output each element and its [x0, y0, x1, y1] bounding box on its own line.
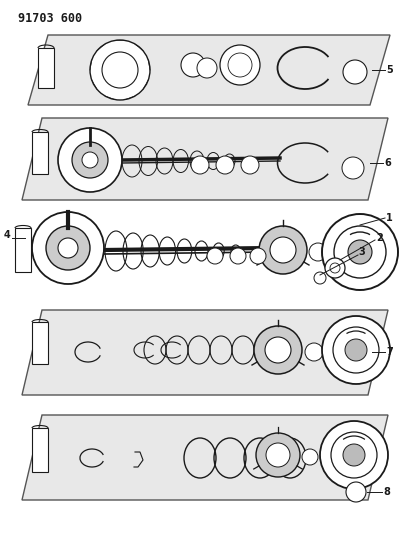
Bar	[32, 322, 48, 364]
Circle shape	[269, 237, 295, 263]
Circle shape	[196, 58, 217, 78]
Text: 3: 3	[357, 247, 364, 257]
Text: 2: 2	[375, 233, 382, 243]
Circle shape	[32, 212, 104, 284]
Circle shape	[90, 40, 150, 100]
Text: 7: 7	[385, 347, 392, 357]
Circle shape	[219, 45, 259, 85]
Bar	[32, 428, 48, 472]
Circle shape	[342, 60, 366, 84]
Circle shape	[72, 142, 108, 178]
Text: 1: 1	[385, 213, 392, 223]
Circle shape	[253, 326, 301, 374]
Circle shape	[344, 339, 366, 361]
Circle shape	[265, 443, 289, 467]
Circle shape	[229, 248, 245, 264]
Circle shape	[319, 421, 387, 489]
Circle shape	[249, 248, 265, 264]
Circle shape	[324, 258, 344, 278]
Circle shape	[301, 449, 317, 465]
Circle shape	[58, 128, 122, 192]
Circle shape	[264, 337, 290, 363]
Circle shape	[82, 152, 98, 168]
Circle shape	[321, 316, 389, 384]
Circle shape	[321, 214, 397, 290]
Bar	[15, 228, 31, 272]
Circle shape	[345, 482, 365, 502]
Polygon shape	[28, 35, 389, 105]
Bar	[32, 132, 48, 174]
Circle shape	[347, 240, 371, 264]
Circle shape	[207, 248, 223, 264]
Polygon shape	[22, 118, 387, 200]
Circle shape	[190, 156, 209, 174]
Circle shape	[304, 343, 322, 361]
Circle shape	[241, 156, 258, 174]
Bar	[38, 48, 54, 88]
Text: 4: 4	[4, 230, 11, 240]
Text: 91703 600: 91703 600	[18, 12, 82, 25]
Circle shape	[180, 53, 205, 77]
Circle shape	[341, 157, 363, 179]
Circle shape	[46, 226, 90, 270]
Polygon shape	[22, 415, 387, 500]
Circle shape	[342, 444, 364, 466]
Circle shape	[215, 156, 233, 174]
Text: 5: 5	[385, 65, 392, 75]
Circle shape	[258, 226, 306, 274]
Text: 6: 6	[383, 158, 390, 168]
Circle shape	[58, 238, 78, 258]
Circle shape	[308, 243, 326, 261]
Text: 8: 8	[382, 487, 389, 497]
Polygon shape	[22, 310, 387, 395]
Circle shape	[255, 433, 299, 477]
